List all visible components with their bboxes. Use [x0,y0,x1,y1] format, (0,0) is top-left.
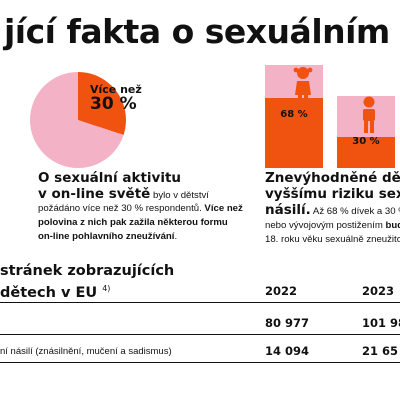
table-cell: 14 094 [265,344,310,358]
stat-right-body-bold: bude p [385,220,400,231]
stat-left-body-bold: Více než [201,203,243,214]
stat-left-body-bold2: polovina z nich pak zažila některou form… [38,217,228,228]
bar-boys [337,137,395,168]
table-row-label: ní násilí (znásilnění, mučení a sadismus… [0,346,172,357]
stat-right-heading-line2: vyššímu riziku sex [265,186,400,202]
stat-right-heading-line1: Znevýhodněné dět [265,170,400,186]
table-divider [0,362,400,364]
stat-left-body-line1: požádáno více než 30 % respondentů. Více… [38,202,243,217]
stat-left-body-line2: polovina z nich pak zažila některou form… [38,216,228,231]
stat-left-heading-rest: bylo v dětství [150,190,209,201]
stat-right-heading-bold: násilí. [265,202,311,218]
page-title: jící fakta o sexuálním [4,12,390,51]
stat-right-body-text: nebo vývojovým postižením [265,220,386,231]
pie-label-small: Více než [90,83,142,96]
table-divider [0,334,400,336]
table-cell: 101 98 [362,316,400,330]
boy-figure-icon [363,96,375,133]
table-title-text: dětech v EU [0,284,98,301]
bar-graphic: 68 % 30 % [265,65,400,168]
stat-left-body-end: . [174,231,178,242]
stat-left-body-text: požádáno více než 30 % respondentů. [38,203,202,214]
pie-label: Více než 30 % [90,84,142,113]
stat-left-body-bold3: on-line pohlavního zneužívání [38,231,175,242]
bar-girls-label: 68 % [280,109,308,120]
stat-left-body-line3: on-line pohlavního zneužívání. [38,230,177,245]
stat-right-heading-line3: násilí. Až 68 % dívek a 30 % c [265,202,400,220]
bar-boys-label: 30 % [352,136,380,147]
table-column-2023: 2023 [362,284,395,298]
table-cell: 80 977 [265,316,310,330]
stat-left-heading-bold: v on-line světě [38,186,151,202]
pie-label-percent: 30 % [90,93,137,114]
stat-right-heading-rest: Až 68 % dívek a 30 % c [312,206,400,217]
stat-right-body-line1: nebo vývojovým postižením bude p [265,219,400,234]
bar-girls [265,97,323,168]
stat-left-heading-line1: O sexuální aktivitu [38,170,182,186]
table-column-2022: 2022 [265,284,298,298]
girl-figure-icon [293,67,313,107]
table-title-line1: stránek zobrazujících [0,263,175,279]
pie-chart [30,72,126,168]
table-title-line2: dětech v EU 4) [0,280,110,302]
stat-left-heading-line2: v on-line světě bylo v dětství [38,186,209,204]
table-title-footnote: 4) [102,284,111,293]
stat-right-body-line2: 18. roku věku sexuálně zneužito. [265,234,400,245]
table-cell: 21 65 [362,344,399,358]
table-divider [0,302,400,304]
